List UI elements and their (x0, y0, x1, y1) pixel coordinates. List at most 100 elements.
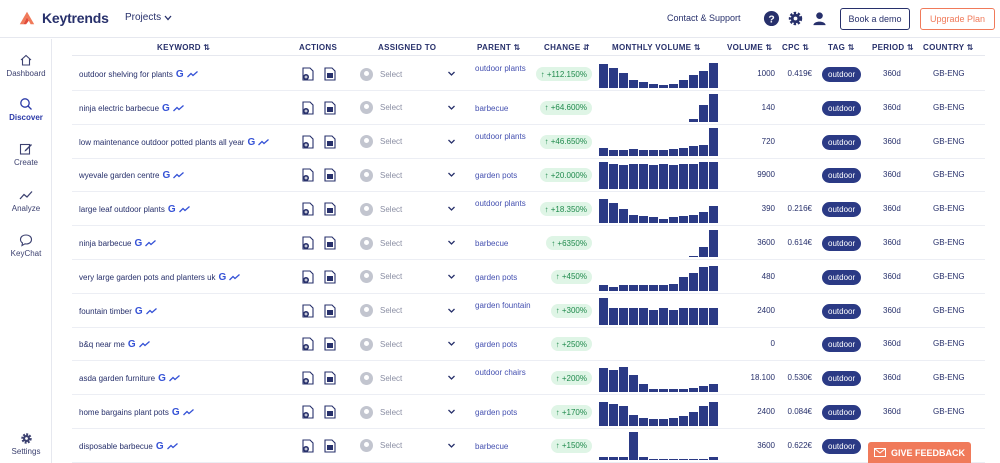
add-document-icon[interactable] (302, 135, 314, 149)
user-icon[interactable] (811, 10, 828, 27)
keyword-cell[interactable]: b&q near me G (79, 339, 150, 350)
col-change[interactable]: CHANGE ⇵ (544, 43, 590, 52)
sidebar-item-keychat[interactable]: KeyChat (0, 233, 52, 258)
export-document-icon[interactable] (324, 67, 336, 81)
parent-link[interactable]: barbecue (475, 441, 509, 451)
parent-link[interactable]: garden pots (475, 272, 518, 282)
add-document-icon[interactable] (302, 101, 314, 115)
help-icon[interactable]: ? (763, 10, 780, 27)
logo[interactable]: Keytrends (18, 9, 109, 27)
give-feedback-button[interactable]: GIVE FEEDBACK (868, 442, 971, 463)
keyword-cell[interactable]: ninja barbecue G (79, 238, 157, 249)
assignee-select[interactable]: Select (360, 438, 456, 454)
export-document-icon[interactable] (324, 101, 336, 115)
google-icon[interactable]: G (218, 271, 227, 283)
trend-icon[interactable] (166, 442, 178, 450)
sidebar-item-discover[interactable]: Discover (0, 97, 52, 122)
trend-icon[interactable] (145, 307, 157, 315)
google-icon[interactable]: G (158, 373, 166, 385)
tag-badge[interactable]: outdoor (822, 405, 862, 420)
trend-icon[interactable] (182, 409, 194, 416)
keyword-cell[interactable]: ninja electric barbecue G (79, 103, 184, 114)
google-icon[interactable]: G (162, 102, 170, 114)
col-monthly-volume[interactable]: MONTHLY VOLUME ⇅ (612, 43, 701, 52)
export-document-icon[interactable] (324, 168, 336, 182)
google-icon[interactable]: G (134, 238, 143, 249)
parent-link[interactable]: garden pots (475, 340, 518, 350)
col-country[interactable]: COUNTRY ⇅ (923, 43, 974, 52)
parent-link[interactable]: garden pots (475, 408, 518, 417)
trend-icon[interactable] (229, 273, 241, 281)
gear-icon[interactable] (787, 10, 804, 27)
keyword-cell[interactable]: low maintenance outdoor potted plants al… (79, 136, 270, 148)
trend-icon[interactable] (173, 172, 185, 179)
export-document-icon[interactable] (324, 337, 336, 351)
sidebar-item-analyze[interactable]: Analyze (0, 188, 52, 213)
trend-icon[interactable] (145, 240, 157, 247)
trend-icon[interactable] (168, 375, 180, 382)
google-icon[interactable]: G (175, 69, 184, 80)
trend-icon[interactable] (186, 71, 198, 78)
tag-badge[interactable]: outdoor (822, 438, 862, 454)
col-volume[interactable]: VOLUME ⇅ (727, 43, 773, 52)
export-document-icon[interactable] (324, 236, 336, 250)
google-icon[interactable]: G (155, 440, 164, 452)
keyword-cell[interactable]: disposable barbecue G (79, 441, 178, 452)
tag-badge[interactable]: outdoor (822, 134, 862, 150)
assignee-select[interactable]: Select (360, 134, 456, 150)
add-document-icon[interactable] (302, 168, 314, 182)
assignee-select[interactable]: Select (360, 100, 456, 116)
add-document-icon[interactable] (302, 236, 314, 250)
assignee-select[interactable]: Select (360, 269, 456, 285)
add-document-icon[interactable] (302, 371, 314, 385)
add-document-icon[interactable] (302, 439, 314, 453)
assignee-select[interactable]: Select (360, 66, 456, 82)
tag-badge[interactable]: outdoor (822, 100, 862, 116)
tag-badge[interactable]: outdoor (822, 168, 862, 184)
assignee-select[interactable]: Select (360, 404, 456, 420)
export-document-icon[interactable] (324, 439, 336, 453)
col-period[interactable]: PERIOD ⇅ (872, 43, 914, 52)
col-tag[interactable]: TAG ⇅ (828, 43, 855, 52)
trend-icon[interactable] (178, 206, 190, 213)
parent-link[interactable]: outdoor plants (475, 131, 526, 141)
add-document-icon[interactable] (302, 67, 314, 81)
sidebar-item-create[interactable]: Create (0, 142, 52, 167)
assignee-select[interactable]: Select (360, 336, 456, 352)
book-demo-button[interactable]: Book a demo (840, 8, 910, 30)
keyword-cell[interactable]: fountain timber G (79, 306, 157, 317)
google-icon[interactable]: G (162, 170, 171, 182)
google-icon[interactable]: G (167, 204, 176, 216)
assignee-select[interactable]: Select (360, 201, 456, 217)
upgrade-plan-button[interactable]: Upgrade Plan (920, 8, 995, 30)
google-icon[interactable]: G (247, 136, 256, 148)
tag-badge[interactable]: outdoor (822, 236, 862, 251)
export-document-icon[interactable] (324, 371, 336, 385)
export-document-icon[interactable] (324, 405, 336, 419)
tag-badge[interactable]: outdoor (822, 371, 862, 387)
export-document-icon[interactable] (324, 304, 336, 318)
tag-badge[interactable]: outdoor (822, 303, 862, 319)
keyword-cell[interactable]: asda garden furniture G (79, 373, 180, 384)
tag-badge[interactable]: outdoor (822, 269, 862, 285)
trend-icon[interactable] (138, 341, 150, 348)
tag-badge[interactable]: outdoor (822, 337, 862, 353)
google-icon[interactable]: G (134, 305, 143, 317)
keyword-cell[interactable]: wyevale garden centre G (79, 170, 185, 182)
assignee-select[interactable]: Select (360, 370, 456, 386)
tag-badge[interactable]: outdoor (822, 202, 862, 218)
col-cpc[interactable]: CPC ⇅ (782, 43, 810, 52)
google-icon[interactable]: G (171, 407, 180, 418)
parent-link[interactable]: barbecue (475, 103, 509, 113)
assignee-select[interactable]: Select (360, 235, 456, 251)
sidebar-item-dashboard[interactable]: Dashboard (0, 53, 52, 78)
sidebar-item-settings[interactable]: Settings (0, 432, 52, 456)
projects-dropdown[interactable]: Projects (125, 12, 172, 23)
keyword-cell[interactable]: home bargains plant pots G (79, 407, 194, 418)
add-document-icon[interactable] (302, 304, 314, 318)
trend-icon[interactable] (172, 104, 184, 112)
export-document-icon[interactable] (324, 202, 336, 216)
google-icon[interactable]: G (127, 339, 136, 351)
export-document-icon[interactable] (324, 270, 336, 284)
col-parent[interactable]: PARENT ⇅ (477, 43, 521, 52)
